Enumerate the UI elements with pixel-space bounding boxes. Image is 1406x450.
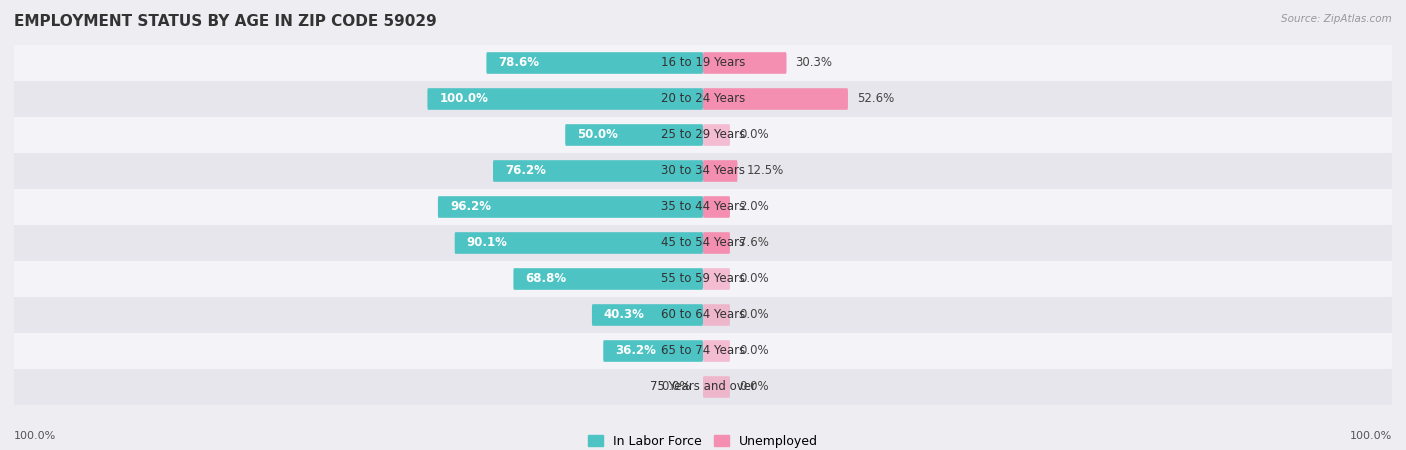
- Text: 65 to 74 Years: 65 to 74 Years: [661, 345, 745, 357]
- FancyBboxPatch shape: [486, 52, 703, 74]
- FancyBboxPatch shape: [14, 189, 1392, 225]
- FancyBboxPatch shape: [703, 304, 730, 326]
- Text: 96.2%: 96.2%: [450, 201, 491, 213]
- Text: 100.0%: 100.0%: [14, 431, 56, 441]
- Text: 100.0%: 100.0%: [440, 93, 488, 105]
- FancyBboxPatch shape: [703, 88, 848, 110]
- Text: 25 to 29 Years: 25 to 29 Years: [661, 129, 745, 141]
- FancyBboxPatch shape: [14, 225, 1392, 261]
- Legend: In Labor Force, Unemployed: In Labor Force, Unemployed: [583, 430, 823, 450]
- FancyBboxPatch shape: [14, 333, 1392, 369]
- Text: 68.8%: 68.8%: [526, 273, 567, 285]
- Text: 75 Years and over: 75 Years and over: [650, 381, 756, 393]
- FancyBboxPatch shape: [427, 88, 703, 110]
- FancyBboxPatch shape: [703, 52, 786, 74]
- Text: 55 to 59 Years: 55 to 59 Years: [661, 273, 745, 285]
- FancyBboxPatch shape: [14, 153, 1392, 189]
- Text: 12.5%: 12.5%: [747, 165, 783, 177]
- FancyBboxPatch shape: [494, 160, 703, 182]
- FancyBboxPatch shape: [703, 340, 730, 362]
- Text: 0.0%: 0.0%: [740, 381, 769, 393]
- FancyBboxPatch shape: [603, 340, 703, 362]
- Text: 52.6%: 52.6%: [856, 93, 894, 105]
- Text: 78.6%: 78.6%: [498, 57, 540, 69]
- Text: 40.3%: 40.3%: [605, 309, 645, 321]
- Text: 0.0%: 0.0%: [740, 129, 769, 141]
- Text: 90.1%: 90.1%: [467, 237, 508, 249]
- Text: 30 to 34 Years: 30 to 34 Years: [661, 165, 745, 177]
- FancyBboxPatch shape: [565, 124, 703, 146]
- Text: 0.0%: 0.0%: [740, 273, 769, 285]
- Text: 7.6%: 7.6%: [740, 237, 769, 249]
- Text: 100.0%: 100.0%: [1350, 431, 1392, 441]
- FancyBboxPatch shape: [14, 117, 1392, 153]
- Text: 76.2%: 76.2%: [505, 165, 546, 177]
- FancyBboxPatch shape: [14, 81, 1392, 117]
- FancyBboxPatch shape: [14, 261, 1392, 297]
- FancyBboxPatch shape: [14, 297, 1392, 333]
- FancyBboxPatch shape: [14, 369, 1392, 405]
- Text: 16 to 19 Years: 16 to 19 Years: [661, 57, 745, 69]
- FancyBboxPatch shape: [513, 268, 703, 290]
- FancyBboxPatch shape: [703, 376, 730, 398]
- FancyBboxPatch shape: [703, 232, 730, 254]
- Text: 20 to 24 Years: 20 to 24 Years: [661, 93, 745, 105]
- Text: 0.0%: 0.0%: [740, 309, 769, 321]
- Text: 2.0%: 2.0%: [740, 201, 769, 213]
- Text: 35 to 44 Years: 35 to 44 Years: [661, 201, 745, 213]
- FancyBboxPatch shape: [437, 196, 703, 218]
- FancyBboxPatch shape: [703, 196, 730, 218]
- Text: Source: ZipAtlas.com: Source: ZipAtlas.com: [1281, 14, 1392, 23]
- Text: 36.2%: 36.2%: [616, 345, 657, 357]
- FancyBboxPatch shape: [14, 45, 1392, 81]
- Text: 0.0%: 0.0%: [661, 381, 690, 393]
- FancyBboxPatch shape: [703, 268, 730, 290]
- FancyBboxPatch shape: [454, 232, 703, 254]
- FancyBboxPatch shape: [703, 160, 738, 182]
- Text: EMPLOYMENT STATUS BY AGE IN ZIP CODE 59029: EMPLOYMENT STATUS BY AGE IN ZIP CODE 590…: [14, 14, 437, 28]
- FancyBboxPatch shape: [592, 304, 703, 326]
- Text: 50.0%: 50.0%: [578, 129, 619, 141]
- Text: 45 to 54 Years: 45 to 54 Years: [661, 237, 745, 249]
- Text: 0.0%: 0.0%: [740, 345, 769, 357]
- Text: 30.3%: 30.3%: [796, 57, 832, 69]
- Text: 60 to 64 Years: 60 to 64 Years: [661, 309, 745, 321]
- FancyBboxPatch shape: [703, 124, 730, 146]
